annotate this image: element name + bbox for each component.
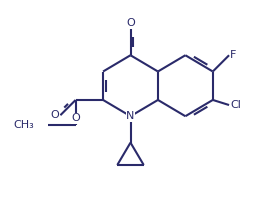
Text: CH₃: CH₃ xyxy=(13,120,34,130)
Text: N: N xyxy=(126,111,135,121)
Text: O: O xyxy=(126,18,135,28)
Text: Cl: Cl xyxy=(230,100,241,110)
Text: F: F xyxy=(230,50,236,60)
Text: O: O xyxy=(71,113,80,123)
Text: O: O xyxy=(51,110,59,120)
